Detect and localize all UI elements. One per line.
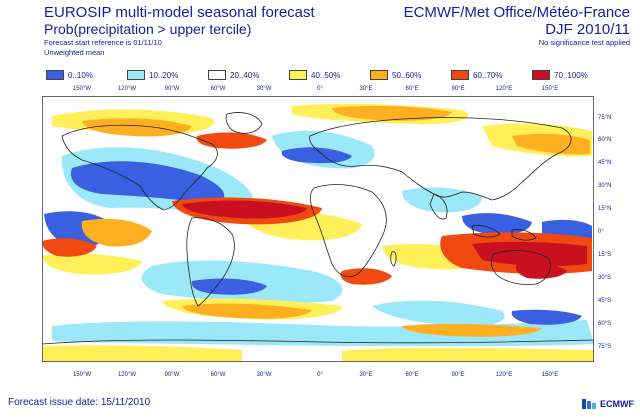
lat-right-tick: 60°N [598, 137, 612, 143]
legend-swatch [127, 70, 145, 80]
subtitle: Prob(precipitation > upper tercile) [44, 21, 252, 37]
lat-right-tick: 15°N [598, 206, 612, 212]
legend-label: 10..20% [149, 70, 179, 80]
map-frame [42, 96, 594, 362]
legend-swatch [451, 70, 469, 80]
legend-item: 10..20% [127, 70, 202, 80]
lon-bottom-tick: 120°E [495, 372, 513, 378]
title-block-left: EUROSIP multi-model seasonal forecast Pr… [44, 4, 315, 58]
longitude-axis-bottom: 150°W 120°W 90°W 60°W 30°W 0° 30°E 60°E 90°E 120°… [42, 372, 594, 382]
mean-line: Unweighted mean [44, 48, 105, 57]
lon-top-tick: 30°W [256, 86, 272, 92]
centres-title: ECMWF/Met Office/Météo-France [403, 4, 630, 21]
lon-top-tick: 90°W [164, 86, 180, 92]
legend-label: 40..50% [311, 70, 341, 80]
legend-label: 70..100% [554, 70, 588, 80]
lat-right-tick: 45°S [598, 298, 612, 304]
logo-icon [582, 399, 596, 409]
legend-swatch [46, 70, 64, 80]
lon-top-tick: 120°E [495, 86, 513, 92]
legend-swatch [208, 70, 226, 80]
ecmwf-logo: ECMWF [582, 398, 634, 410]
lon-bottom-tick: 90°W [164, 372, 180, 378]
legend-swatch [370, 70, 388, 80]
period-label: DJF 2010/11 [545, 21, 630, 38]
significance-note: No significance test applied [538, 38, 630, 47]
longitude-axis-top: 150°W 120°W 90°W 60°W 30°W 0° 30°E 60°E 90°E 120°… [42, 86, 594, 96]
reference-line: Forecast start reference is 01/11/10 [44, 38, 162, 47]
legend-item: 0..10% [46, 70, 121, 80]
legend-swatch [532, 70, 550, 80]
lon-top-tick: 90°E [451, 86, 465, 92]
lon-bottom-tick: 120°W [117, 372, 137, 378]
logo-text: ECMWF [600, 399, 634, 409]
lat-right-tick: 75°S [598, 344, 612, 350]
legend-item: 20..40% [208, 70, 283, 80]
legend-item: 50..60% [370, 70, 445, 80]
lon-top-tick: 60°W [210, 86, 226, 92]
lon-top-tick: 0° [317, 86, 323, 92]
legend-swatch [289, 70, 307, 80]
lat-right-tick: 15°S [598, 252, 612, 258]
legend-item: 40..50% [289, 70, 364, 80]
lon-bottom-tick: 150°W [72, 372, 92, 378]
lon-top-tick: 150°W [72, 86, 92, 92]
lon-top-tick: 150°E [541, 86, 559, 92]
latitude-axis-right: 75°N 60°N 45°N 30°N 15°N 0° 15°S 30°S 45°S 60°S 75… [598, 96, 622, 362]
legend-label: 50..60% [392, 70, 422, 80]
color-legend: 0..10% 10..20% 20..40% 40..50% 50..60% 60..70… [46, 70, 607, 80]
lon-bottom-tick: 60°W [210, 372, 226, 378]
lat-right-tick: 45°N [598, 160, 612, 166]
lon-bottom-tick: 60°E [405, 372, 419, 378]
issue-date: Forecast issue date: 15/11/2010 [8, 397, 151, 408]
title-block-right: ECMWF/Met Office/Météo-France DJF 2010/1… [404, 4, 630, 48]
lat-right-tick: 60°S [598, 321, 612, 327]
lon-bottom-tick: 0° [317, 372, 323, 378]
lat-right-tick: 30°S [598, 275, 612, 281]
legend-label: 0..10% [68, 70, 93, 80]
latitude-axis-left: 75°N60°N45°N30°N15°N0°15°S30°S45°S60°S75… [16, 96, 64, 362]
lat-right-tick: 0° [598, 229, 604, 235]
band-50-60 [81, 105, 590, 337]
lat-right-tick: 75°N [598, 115, 612, 121]
lon-bottom-tick: 150°E [541, 372, 559, 378]
lat-right-tick: 30°N [598, 183, 612, 189]
coastlines [42, 112, 594, 345]
lon-top-tick: 60°E [405, 86, 419, 92]
probability-map [42, 96, 594, 362]
lon-top-tick: 120°W [117, 86, 137, 92]
lon-top-tick: 30°E [359, 86, 373, 92]
legend-label: 20..40% [230, 70, 260, 80]
lon-bottom-tick: 90°E [451, 372, 465, 378]
legend-item: 70..100% [532, 70, 607, 80]
legend-label: 60..70% [473, 70, 503, 80]
lon-bottom-tick: 30°W [256, 372, 272, 378]
band-70-100 [182, 200, 587, 279]
lon-bottom-tick: 30°E [359, 372, 373, 378]
main-title: EUROSIP multi-model seasonal forecast [44, 4, 315, 21]
map-svg [42, 96, 594, 362]
legend-item: 60..70% [451, 70, 526, 80]
